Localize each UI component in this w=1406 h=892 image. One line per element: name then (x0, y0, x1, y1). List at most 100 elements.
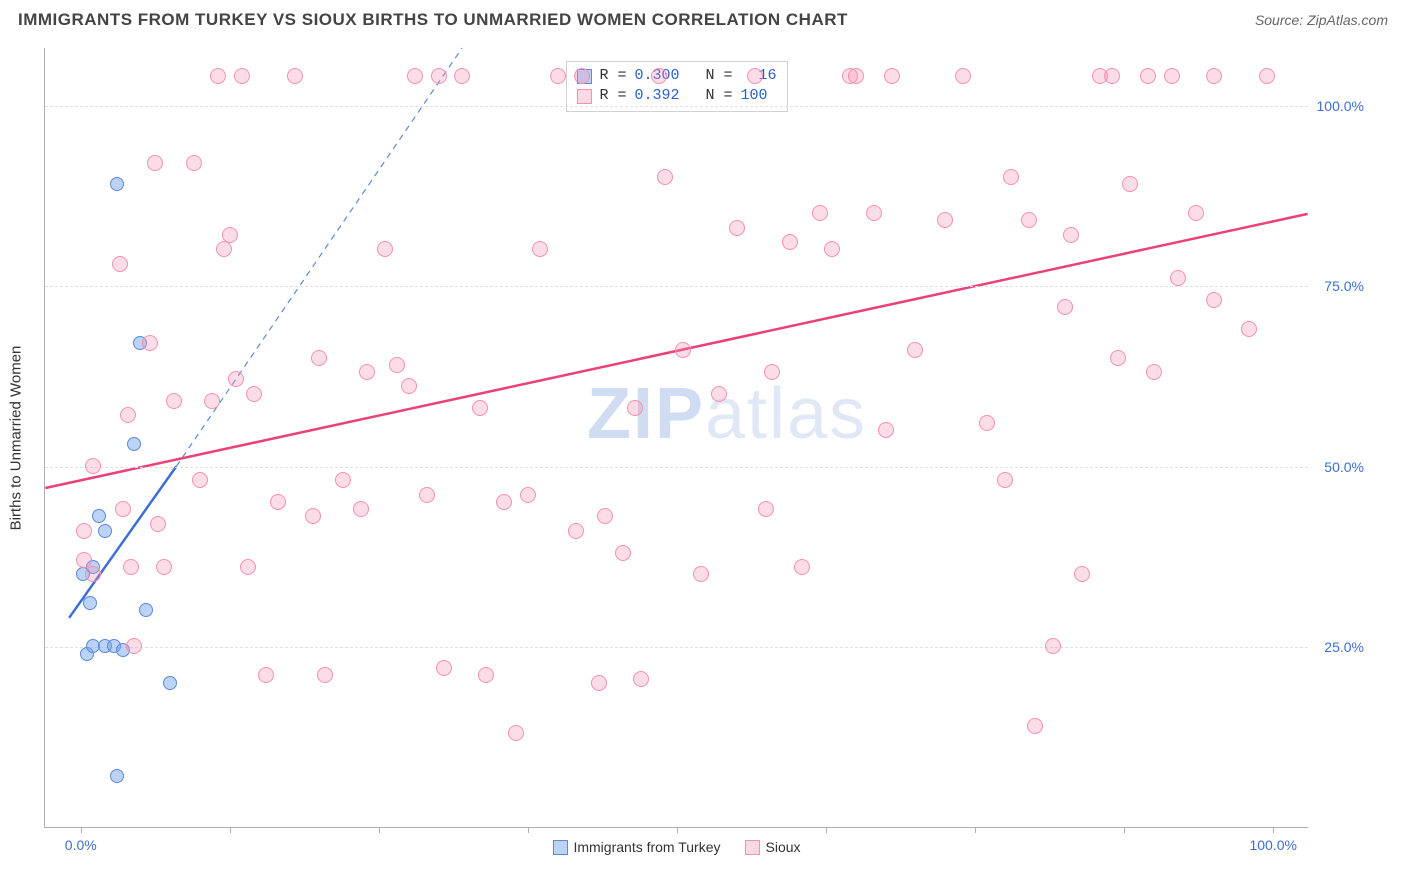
scatter-point-sioux (478, 667, 494, 683)
scatter-point-sioux (112, 256, 128, 272)
scatter-point-sioux (311, 350, 327, 366)
stat-r-sioux: 0.392 (634, 86, 679, 106)
legend-label-turkey: Immigrants from Turkey (573, 839, 720, 855)
chart-title: IMMIGRANTS FROM TURKEY VS SIOUX BIRTHS T… (18, 10, 848, 30)
scatter-point-sioux (693, 566, 709, 582)
source-label: Source: (1255, 12, 1303, 28)
scatter-point-sioux (419, 487, 435, 503)
scatter-point-sioux (1164, 68, 1180, 84)
swatch-pink-icon (576, 89, 591, 104)
scatter-point-sioux (353, 501, 369, 517)
gridline-h (45, 106, 1308, 107)
source-attribution: Source: ZipAtlas.com (1255, 12, 1388, 28)
xtick (230, 827, 231, 833)
scatter-point-sioux (389, 357, 405, 373)
scatter-point-sioux (1074, 566, 1090, 582)
scatter-point-sioux (1057, 299, 1073, 315)
scatter-point-sioux (240, 559, 256, 575)
scatter-point-sioux (1122, 176, 1138, 192)
gridline-h (45, 286, 1308, 287)
scatter-point-sioux (166, 393, 182, 409)
scatter-point-sioux (270, 494, 286, 510)
scatter-point-sioux (407, 68, 423, 84)
legend-item-sioux: Sioux (745, 839, 801, 855)
scatter-point-sioux (454, 68, 470, 84)
scatter-point-sioux (234, 68, 250, 84)
scatter-point-sioux (574, 68, 590, 84)
scatter-point-sioux (1110, 350, 1126, 366)
scatter-point-sioux (186, 155, 202, 171)
scatter-point-sioux (359, 364, 375, 380)
scatter-point-sioux (150, 516, 166, 532)
scatter-point-sioux (812, 205, 828, 221)
scatter-point-sioux (878, 422, 894, 438)
scatter-point-sioux (377, 241, 393, 257)
scatter-point-sioux (76, 523, 92, 539)
watermark-part2: atlas (705, 374, 867, 454)
swatch-pink-icon (745, 840, 760, 855)
scatter-point-sioux (317, 667, 333, 683)
ytick-label: 50.0% (1324, 459, 1364, 475)
xtick (528, 827, 529, 833)
scatter-point-sioux (436, 660, 452, 676)
scatter-point-sioux (76, 552, 92, 568)
scatter-point-sioux (1104, 68, 1120, 84)
scatter-point-sioux (907, 342, 923, 358)
scatter-point-sioux (675, 342, 691, 358)
scatter-point-sioux (794, 559, 810, 575)
ytick-label: 100.0% (1317, 98, 1364, 114)
scatter-point-sioux (711, 386, 727, 402)
scatter-point-sioux (532, 241, 548, 257)
y-axis-label: Births to Unmarried Women (8, 346, 25, 531)
scatter-point-sioux (955, 68, 971, 84)
stat-n-label: N = (687, 86, 732, 106)
source-value: ZipAtlas.com (1307, 12, 1388, 28)
scatter-point-sioux (120, 407, 136, 423)
scatter-point-sioux (568, 523, 584, 539)
scatter-point-sioux (1063, 227, 1079, 243)
scatter-point-sioux (979, 415, 995, 431)
scatter-point-sioux (764, 364, 780, 380)
scatter-point-sioux (824, 241, 840, 257)
scatter-point-sioux (1206, 292, 1222, 308)
scatter-point-sioux (848, 68, 864, 84)
scatter-point-turkey (110, 769, 124, 783)
scatter-point-sioux (633, 671, 649, 687)
scatter-point-sioux (126, 638, 142, 654)
scatter-point-sioux (192, 472, 208, 488)
xtick (1124, 827, 1125, 833)
scatter-point-sioux (651, 68, 667, 84)
scatter-point-sioux (782, 234, 798, 250)
xtick (677, 827, 678, 833)
scatter-point-sioux (615, 545, 631, 561)
scatter-point-sioux (1170, 270, 1186, 286)
legend-item-turkey: Immigrants from Turkey (552, 839, 720, 855)
scatter-point-sioux (204, 393, 220, 409)
ytick-label: 75.0% (1324, 278, 1364, 294)
scatter-point-turkey (139, 603, 153, 617)
stat-n-sioux: 100 (741, 86, 768, 106)
xtick-label: 100.0% (1249, 837, 1296, 853)
scatter-point-sioux (1027, 718, 1043, 734)
scatter-point-sioux (115, 501, 131, 517)
trend-line (69, 466, 176, 617)
scatter-point-sioux (401, 378, 417, 394)
scatter-point-sioux (258, 667, 274, 683)
scatter-point-sioux (431, 68, 447, 84)
scatter-point-sioux (496, 494, 512, 510)
scatter-point-sioux (1045, 638, 1061, 654)
scatter-point-sioux (508, 725, 524, 741)
plot-wrapper: Births to Unmarried Women ZIPatlas R = 0… (44, 48, 1364, 828)
scatter-point-sioux (335, 472, 351, 488)
scatter-point-sioux (1206, 68, 1222, 84)
scatter-point-sioux (305, 508, 321, 524)
stat-row-sioux: R = 0.392 N = 100 (576, 86, 776, 106)
scatter-point-sioux (210, 68, 226, 84)
bottom-legend: Immigrants from Turkey Sioux (552, 839, 800, 855)
scatter-point-turkey (92, 509, 106, 523)
gridline-h (45, 467, 1308, 468)
legend-label-sioux: Sioux (766, 839, 801, 855)
scatter-point-sioux (627, 400, 643, 416)
scatter-point-sioux (1003, 169, 1019, 185)
scatter-point-sioux (228, 371, 244, 387)
